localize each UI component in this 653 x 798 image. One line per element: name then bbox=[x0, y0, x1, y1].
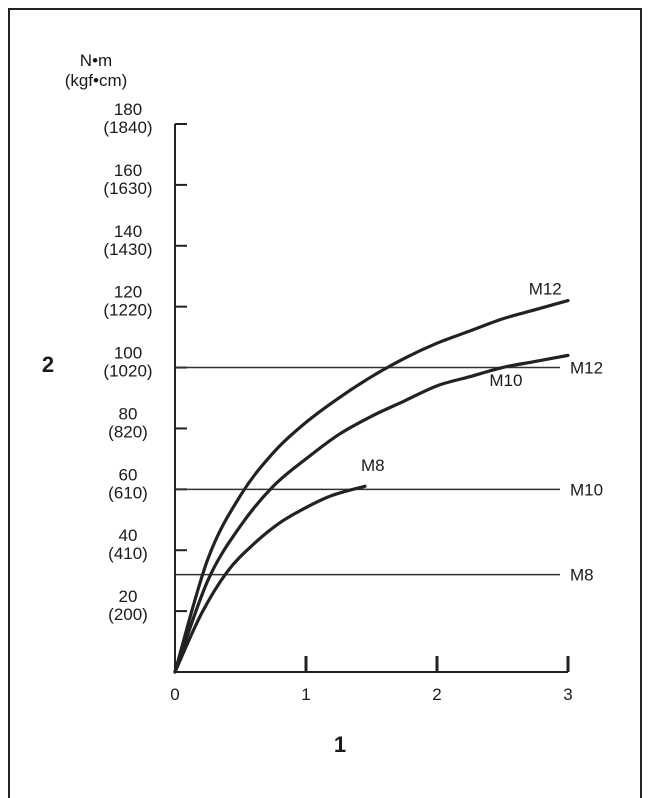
reference-line-label: M10 bbox=[570, 480, 603, 499]
y-tick-label: 180 bbox=[114, 100, 142, 119]
x-tick-label: 2 bbox=[432, 685, 441, 704]
y-tick-label: 120 bbox=[114, 283, 142, 302]
x-tick-label: 0 bbox=[170, 685, 179, 704]
reference-lines: M12 M10 M8 bbox=[175, 359, 603, 585]
y-tick-label: 160 bbox=[114, 161, 142, 180]
curve-labels: M12 M10 M8 bbox=[361, 279, 562, 475]
chart-frame bbox=[8, 8, 642, 798]
y-ticks: 20(200) 40(410) 60(610) 80(820) 100(1020) 120… bbox=[103, 100, 187, 624]
x-axis-label: 1 bbox=[334, 732, 346, 757]
reference-line-label: M8 bbox=[570, 566, 594, 585]
y-tick-label: 80 bbox=[119, 404, 138, 423]
y-tick-sublabel: (1220) bbox=[103, 301, 152, 320]
y-axis-unit: N•m (kgf•cm) bbox=[65, 51, 128, 90]
series-curves bbox=[173, 298, 570, 674]
y-tick-sublabel: (1840) bbox=[103, 118, 152, 137]
y-axis-label: 2 bbox=[42, 352, 54, 377]
y-tick-sublabel: (1430) bbox=[103, 240, 152, 259]
reference-line-label: M12 bbox=[570, 359, 603, 378]
series-line-m12 bbox=[173, 298, 570, 674]
curve-label-m8: M8 bbox=[361, 456, 385, 475]
y-unit-secondary: (kgf•cm) bbox=[65, 71, 128, 90]
series-line-m10 bbox=[173, 353, 570, 674]
y-tick-sublabel: (610) bbox=[108, 483, 148, 502]
y-tick-label: 60 bbox=[119, 465, 138, 484]
y-tick-label: 100 bbox=[114, 344, 142, 363]
y-tick-sublabel: (1020) bbox=[103, 362, 152, 381]
y-tick-label: 20 bbox=[119, 587, 138, 606]
axes bbox=[174, 124, 568, 673]
curve-label-m10: M10 bbox=[489, 371, 522, 390]
y-tick-sublabel: (410) bbox=[108, 544, 148, 563]
y-unit-primary: N•m bbox=[80, 51, 112, 70]
y-tick-sublabel: (1630) bbox=[103, 179, 152, 198]
x-tick-label: 3 bbox=[563, 685, 572, 704]
series-line-m8 bbox=[173, 484, 367, 674]
y-tick-sublabel: (200) bbox=[108, 605, 148, 624]
x-ticks: 0 1 2 3 bbox=[170, 656, 573, 704]
y-tick-label: 140 bbox=[114, 222, 142, 241]
x-tick-label: 1 bbox=[301, 685, 310, 704]
y-tick-label: 40 bbox=[119, 526, 138, 545]
y-tick-sublabel: (820) bbox=[108, 422, 148, 441]
curve-label-m12: M12 bbox=[529, 279, 562, 298]
